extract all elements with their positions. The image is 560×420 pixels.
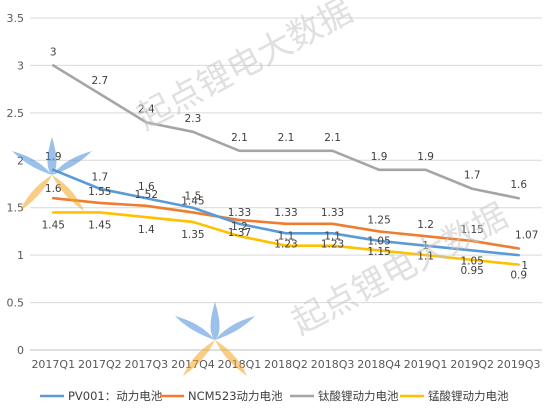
data-label: 1.55	[88, 186, 111, 198]
data-label: 2.1	[278, 132, 295, 144]
y-tick-label: 0.5	[7, 297, 25, 310]
y-tick-label: 1.5	[7, 202, 25, 215]
y-tick-label: 3	[17, 59, 24, 72]
x-tick-label: 2019Q3	[497, 358, 541, 371]
data-label: 1.9	[417, 151, 434, 163]
grid-lines	[30, 17, 542, 351]
data-label: 1.37	[228, 227, 251, 239]
x-tick-label: 2017Q2	[78, 358, 122, 371]
data-label: 1.1	[417, 251, 434, 263]
data-label: 1.33	[321, 207, 344, 219]
data-labels-layer: 1.91.71.61.51.331.231.231.151.11.0511.61…	[42, 46, 539, 281]
data-label: 1.2	[417, 219, 434, 231]
data-label: 1.1	[278, 231, 295, 243]
y-tick-label: 1	[17, 249, 24, 262]
series-line	[51, 168, 521, 257]
y-tick-label: 2.5	[7, 107, 25, 120]
data-label: 1.52	[135, 189, 158, 201]
y-tick-label: 3.5	[7, 12, 25, 25]
data-label: 0.95	[460, 265, 483, 277]
watermark-logo-icon	[175, 302, 255, 376]
series-line	[51, 211, 521, 266]
data-label: 2.3	[185, 113, 202, 125]
data-label: 1.45	[42, 219, 65, 231]
data-label: 1.15	[460, 224, 483, 236]
data-label: 1	[521, 260, 528, 272]
data-label: 1.25	[367, 214, 390, 226]
series-layer	[51, 64, 521, 266]
data-label: 1.45	[88, 219, 111, 231]
data-label: 2.1	[231, 132, 248, 144]
data-label: 1.7	[464, 170, 481, 182]
data-label: 1.23	[321, 238, 344, 250]
data-label: 1.07	[515, 230, 538, 242]
data-label: 1.33	[228, 207, 251, 219]
x-tick-label: 2018Q2	[264, 358, 308, 371]
legend-entry: NCM523动力电池	[188, 389, 283, 403]
x-tick-label: 2019Q2	[450, 358, 494, 371]
data-label: 1.5	[185, 191, 202, 203]
data-label: 1.9	[371, 151, 388, 163]
data-label: 1	[422, 240, 429, 252]
data-label: 2.4	[138, 103, 155, 115]
data-label: 1.2	[231, 221, 248, 233]
data-label: 1.6	[45, 183, 62, 195]
data-label: 1.15	[367, 246, 390, 258]
data-label: 3	[50, 46, 57, 58]
data-label: 1.45	[181, 195, 204, 207]
data-label: 1.6	[138, 181, 155, 193]
x-axis: 2017Q12017Q22017Q32017Q42018Q12018Q22018…	[31, 358, 540, 371]
watermark-logo-icon	[12, 137, 92, 211]
y-tick-label: 0	[17, 344, 24, 357]
x-tick-label: 2017Q3	[125, 358, 169, 371]
data-label: 1.6	[510, 179, 527, 191]
data-label: 2.7	[91, 75, 108, 87]
data-label: 1.33	[274, 207, 297, 219]
data-label: 1.4	[138, 224, 155, 236]
x-tick-label: 2017Q1	[31, 358, 75, 371]
data-label: 1.05	[367, 235, 390, 247]
series-line	[51, 196, 521, 250]
data-label: 1.1	[324, 231, 341, 243]
y-tick-label: 2	[17, 154, 24, 167]
legend-entry: 锰酸锂动力电池	[428, 389, 509, 403]
legend-entry: PV001：动力电池	[68, 389, 163, 403]
x-tick-label: 2018Q3	[311, 358, 355, 371]
data-label: 2.1	[324, 132, 341, 144]
legend: PV001：动力电池 NCM523动力电池 钛酸锂动力电池 锰酸锂动力电池	[40, 389, 509, 403]
data-label: 1.35	[181, 229, 204, 241]
series-line	[51, 64, 521, 200]
watermark-text: 起点锂电大数据	[130, 0, 359, 138]
x-tick-label: 2019Q1	[404, 358, 448, 371]
data-label: 1.23	[274, 238, 297, 250]
x-tick-label: 2018Q4	[357, 358, 401, 371]
legend-entry: 钛酸锂动力电池	[318, 389, 399, 403]
y-axis: 0 0.5 1 1.5 2 2.5 3 3.5	[7, 12, 25, 357]
data-label: 1.05	[460, 255, 483, 267]
data-label: 1.7	[91, 172, 108, 184]
data-label: 0.9	[510, 270, 527, 282]
